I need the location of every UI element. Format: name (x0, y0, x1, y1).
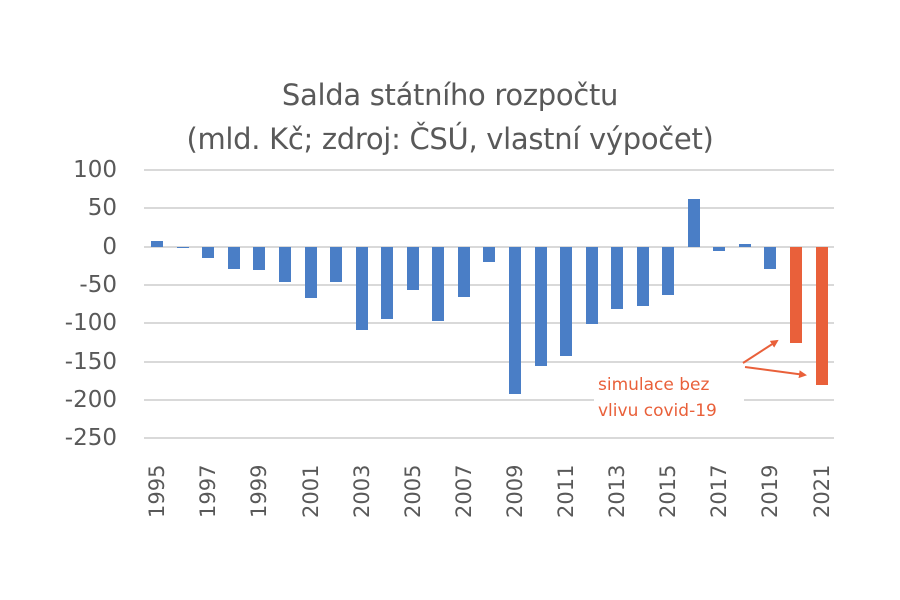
bar-2016 (687, 199, 700, 247)
bar-2013 (611, 246, 624, 309)
annotation-line-1: simulace bez (598, 375, 710, 395)
gridline (144, 284, 834, 287)
bar-2001 (304, 246, 317, 299)
bar-1999 (253, 246, 266, 270)
y-tick-label: -50 (79, 272, 117, 299)
chart-subtitle: (mld. Kč; zdroj: ČSÚ, vlastní výpočet) (186, 122, 714, 156)
y-tick-label: -250 (64, 425, 117, 452)
gridline (144, 437, 834, 440)
bar-2019 (764, 246, 777, 269)
y-tick-label: -200 (64, 387, 117, 414)
bar-1997 (202, 246, 215, 259)
y-tick-label: -150 (64, 348, 117, 375)
bar-2005 (406, 246, 419, 290)
y-tick-label: 0 (102, 233, 117, 260)
bar-2021 (815, 246, 828, 385)
gridline (144, 399, 834, 402)
bar-2006 (432, 246, 445, 322)
bar-2017 (713, 246, 726, 252)
bar-2002 (330, 246, 343, 282)
bar-1998 (227, 246, 240, 269)
annotation-line-2: vlivu covid-19 (598, 401, 717, 421)
gridline (144, 322, 834, 325)
y-tick-label: -100 (64, 310, 117, 337)
gridline (144, 207, 834, 210)
bar-2020 (790, 246, 803, 344)
bar-1996 (176, 246, 189, 249)
annotation-background (594, 371, 744, 431)
bar-2009 (508, 246, 521, 394)
bar-2018 (738, 244, 751, 247)
bar-2000 (279, 246, 292, 282)
bar-2008 (483, 246, 496, 263)
bar-2010 (534, 246, 547, 367)
bar-2015 (662, 246, 675, 295)
gridline (144, 169, 834, 172)
bar-2011 (560, 246, 573, 357)
bar-2004 (381, 246, 394, 319)
arrow-to-2021 (744, 366, 807, 379)
bar-2012 (585, 246, 598, 325)
bar-2007 (457, 246, 470, 298)
gridline (144, 360, 834, 363)
y-tick-label: 50 (87, 195, 117, 222)
bar-2003 (355, 246, 368, 331)
chart-title: Salda státního rozpočtu (281, 78, 619, 112)
y-tick-label: 100 (73, 157, 117, 184)
bar-2014 (636, 246, 649, 306)
bar-1995 (151, 240, 164, 247)
arrow-to-2020 (742, 339, 779, 364)
